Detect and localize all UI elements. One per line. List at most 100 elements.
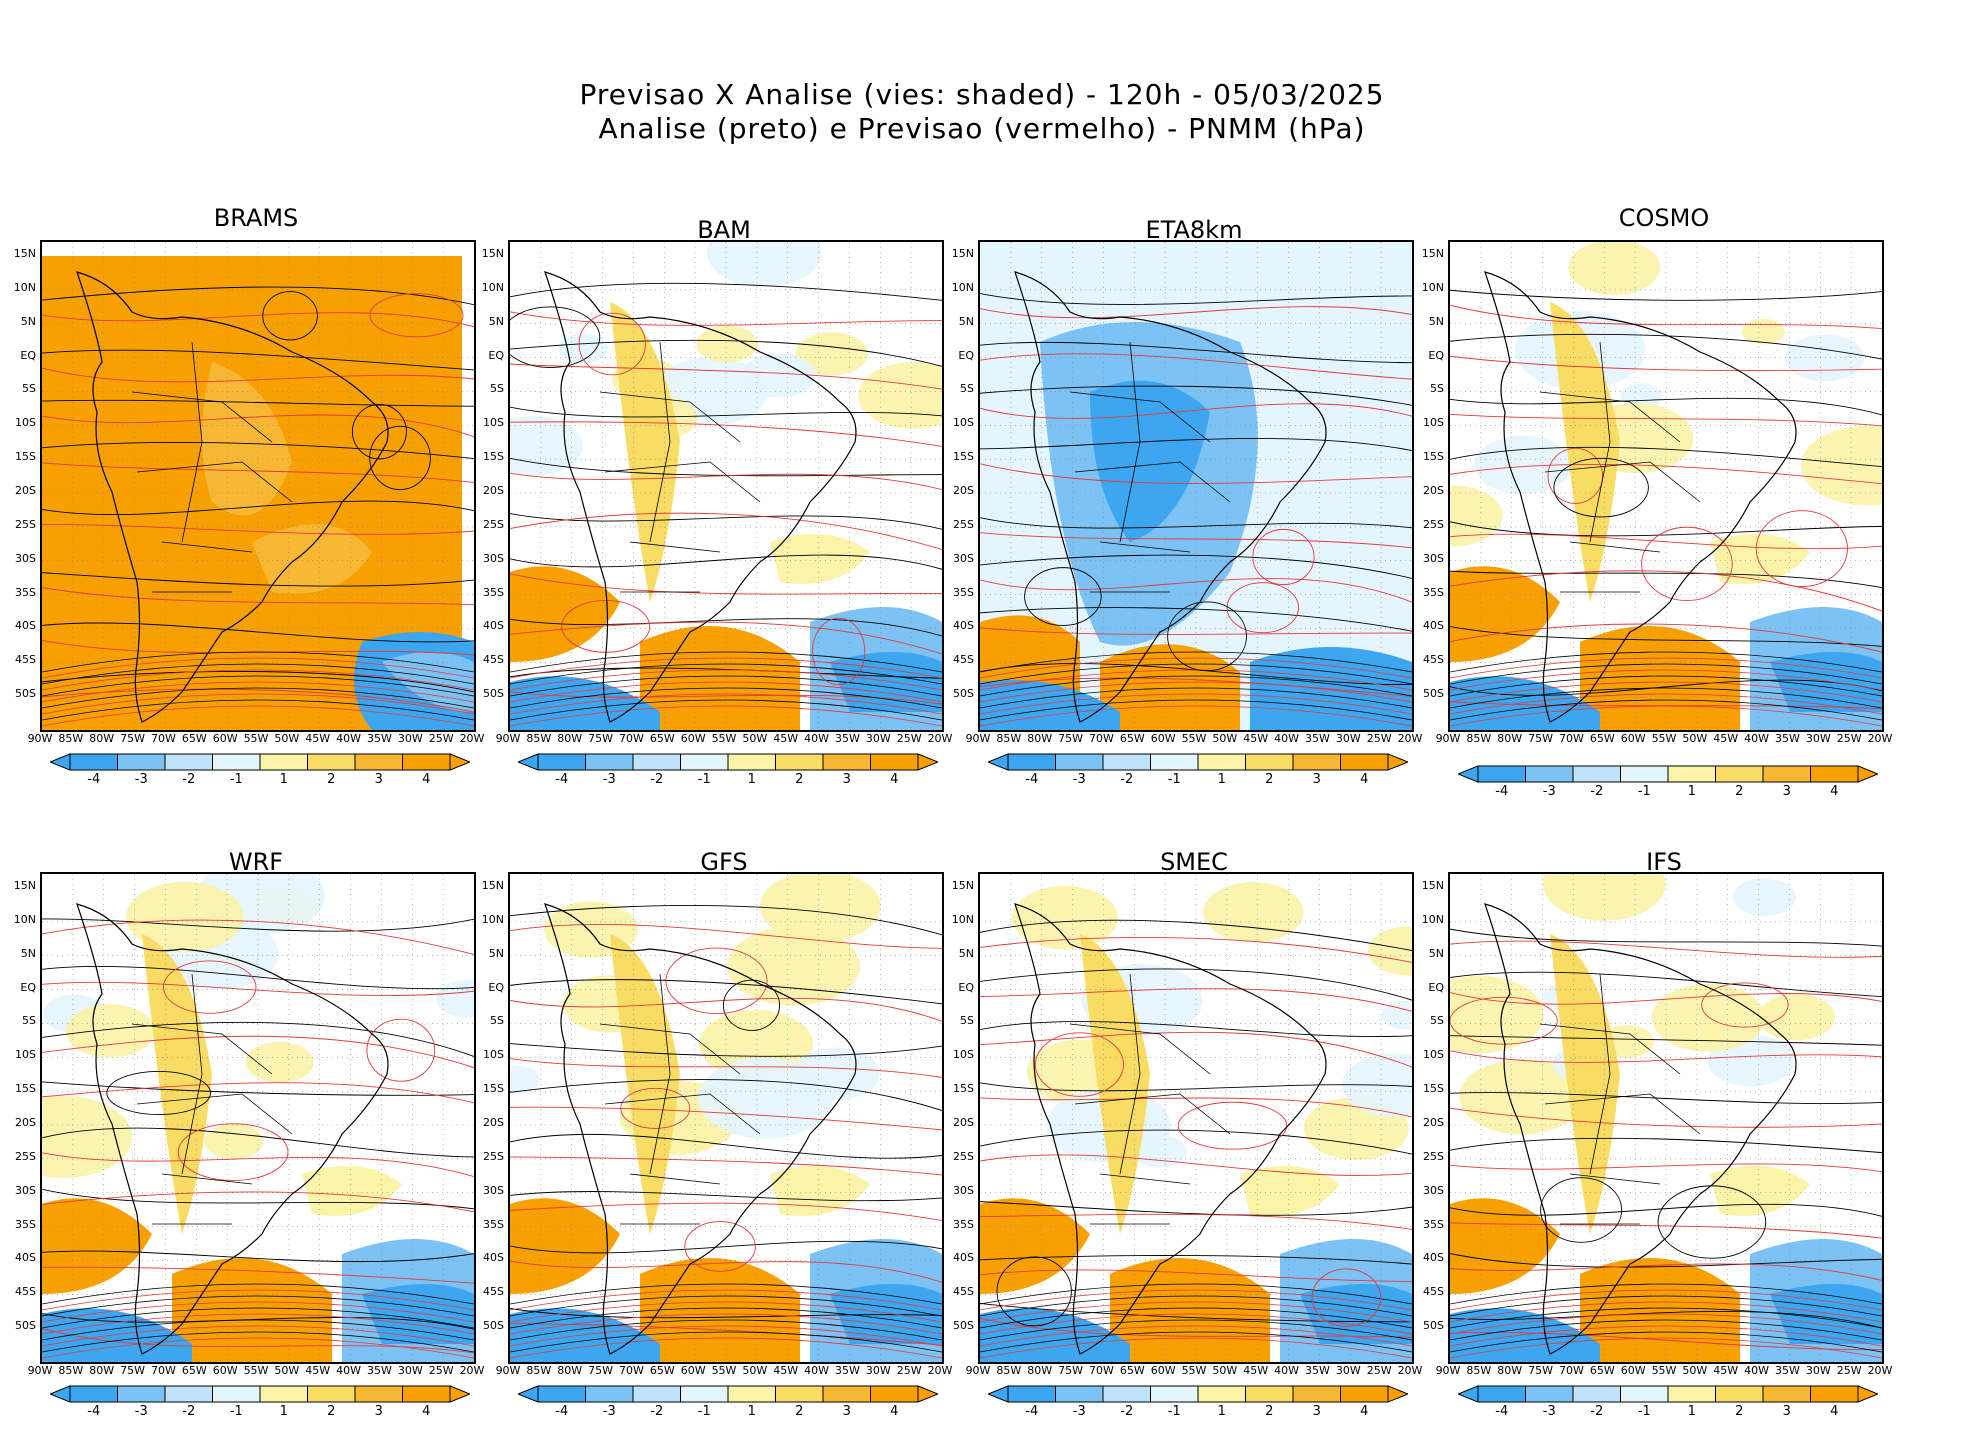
- colorbar-tick: -1: [229, 772, 243, 787]
- map: [978, 240, 1414, 732]
- lat-label: 35S: [1423, 1217, 1444, 1231]
- lon-label: 55W: [1651, 732, 1677, 745]
- lon-label: 85W: [58, 732, 84, 745]
- lat-label: 15S: [483, 450, 504, 464]
- colorbar-tick: -2: [1590, 1404, 1604, 1419]
- colorbar-arrow-right: [1387, 753, 1410, 771]
- colorbar-tick: 3: [1312, 772, 1321, 787]
- lat-label: 15N: [13, 879, 36, 892]
- lat-label: 10S: [1423, 416, 1444, 430]
- lon-label: 85W: [58, 1364, 84, 1377]
- lat-label: 5S: [22, 1014, 36, 1028]
- lat-label: 20S: [953, 484, 974, 497]
- panel-title: GFS: [700, 848, 748, 876]
- panel-title: SMEC: [1160, 848, 1228, 876]
- lat-label: 25S: [953, 517, 974, 531]
- colorbar-tick: 3: [374, 1404, 383, 1419]
- colorbar-arrow-left: [516, 753, 539, 771]
- lon-label: 50W: [1212, 1364, 1238, 1377]
- lat-label: 20S: [483, 1116, 504, 1129]
- lon-label: 80W: [1027, 732, 1053, 745]
- lat-label: 30S: [15, 1183, 36, 1197]
- colorbar-segment: [1245, 1385, 1294, 1403]
- colorbar-tick: -1: [697, 1404, 711, 1419]
- lat-label: 5N: [20, 946, 36, 960]
- lat-label: 40S: [15, 1251, 36, 1265]
- lat-label: 30S: [15, 551, 36, 565]
- lat-label: 50S: [953, 1319, 974, 1333]
- lat-label: 5N: [958, 314, 974, 328]
- lat-label: 40S: [953, 619, 974, 633]
- lon-label: 70W: [1558, 732, 1584, 745]
- lon-label: 30W: [397, 732, 423, 745]
- lon-label: 80W: [1027, 1364, 1053, 1377]
- colorbar-segment: [1055, 753, 1104, 771]
- colorbar-tick: 2: [327, 1404, 336, 1419]
- lat-label: 35S: [15, 585, 36, 599]
- colorbar-tick: -1: [1637, 784, 1651, 799]
- lat-label: 50S: [953, 687, 974, 701]
- lat-label: 10N: [951, 912, 974, 926]
- colorbar-tick: -4: [1495, 1404, 1509, 1419]
- lat-label: 45S: [953, 1285, 974, 1299]
- lat-label: 15N: [951, 879, 974, 892]
- lat-label: 10N: [951, 280, 974, 294]
- colorbar-tick: -2: [650, 772, 664, 787]
- colorbar-tick: -3: [1542, 1404, 1556, 1419]
- colorbar-tick: -3: [134, 1404, 148, 1419]
- lon-label: 85W: [526, 1364, 552, 1377]
- coastline: [544, 903, 857, 1355]
- lat-label: 15S: [1423, 450, 1444, 464]
- colorbar-segment: [1572, 765, 1621, 783]
- colorbar-arrow-left: [48, 1385, 71, 1403]
- colorbar-tick: -2: [650, 1404, 664, 1419]
- lon-label: 75W: [1528, 732, 1553, 745]
- lon-label: 90W: [1435, 732, 1461, 745]
- colorbar-tick: 4: [1830, 784, 1839, 799]
- colorbar-segment: [1150, 753, 1199, 771]
- colorbar-tick: -3: [134, 772, 148, 787]
- lat-label: 35S: [1423, 585, 1444, 599]
- colorbar-segment: [1667, 765, 1716, 783]
- colorbar-arrow-right: [449, 753, 472, 771]
- lon-label: 45W: [1713, 1364, 1739, 1377]
- lon-label: 25W: [896, 1364, 922, 1377]
- colorbar-tick: 4: [890, 772, 899, 787]
- colorbar-tick: 2: [327, 772, 336, 787]
- lat-label: 50S: [15, 1319, 36, 1333]
- lat-label: 35S: [483, 585, 504, 599]
- colorbar-segment: [1340, 753, 1389, 771]
- lon-label: 60W: [680, 732, 706, 745]
- lon-label: 90W: [27, 1364, 53, 1377]
- colorbar-segment: [1810, 765, 1859, 783]
- lon-label: 70W: [1088, 732, 1114, 745]
- lon-label: 90W: [965, 1364, 991, 1377]
- lon-label: 20W: [459, 1364, 485, 1377]
- colorbar-tick: -4: [87, 772, 101, 787]
- lat-label: 5N: [488, 314, 504, 328]
- lat-label: EQ: [958, 348, 974, 362]
- lon-label: 45W: [305, 732, 331, 745]
- lon-label: 80W: [557, 1364, 583, 1377]
- lon-label: 65W: [649, 732, 675, 745]
- lon-label: 30W: [1805, 1364, 1831, 1377]
- lon-label: 85W: [1466, 1364, 1492, 1377]
- map: [1448, 872, 1884, 1364]
- colorbar-segment: [307, 753, 356, 771]
- lon-label: 80W: [89, 732, 115, 745]
- colorbar: -4 -3 -2 -1 1 2 3 4: [516, 1384, 940, 1424]
- lon-label: 60W: [1620, 1364, 1646, 1377]
- lat-label: 10S: [953, 416, 974, 430]
- lon-label: 70W: [150, 732, 176, 745]
- colorbar-segment: [164, 753, 213, 771]
- lat-label: EQ: [488, 980, 504, 994]
- colorbar-segment: [1715, 765, 1764, 783]
- colorbar: -4 -3 -2 -1 1 2 3 4: [1456, 764, 1880, 804]
- lon-label: 75W: [1058, 1364, 1083, 1377]
- colorbar-tick: 1: [279, 772, 288, 787]
- lat-label: 35S: [953, 1217, 974, 1231]
- lat-label: 20S: [1423, 1116, 1444, 1129]
- colorbar: -4 -3 -2 -1 1 2 3 4: [48, 752, 472, 792]
- lon-label: 20W: [1867, 732, 1893, 745]
- lon-label: 40W: [336, 732, 361, 745]
